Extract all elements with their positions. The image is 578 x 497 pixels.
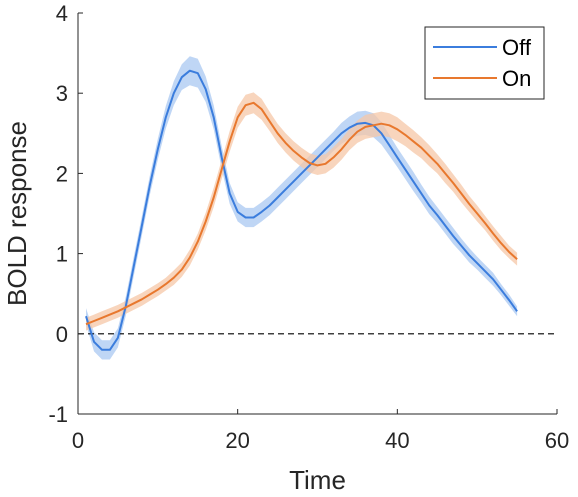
legend-label-on: On [502,66,531,91]
y-tick-label: 0 [56,322,68,347]
y-tick-label: -1 [48,402,68,427]
x-tick-label: 60 [545,428,569,453]
y-tick-label: 2 [56,161,68,186]
x-axis-label: Time [289,465,346,495]
series-lines [85,69,518,351]
x-tick-label: 40 [385,428,409,453]
y-tick-label: 1 [56,242,68,267]
axes [77,12,558,415]
series-line-off [85,69,518,351]
y-axis-label: BOLD response [2,121,32,306]
y-tick-label: 4 [56,1,68,26]
legend-box [424,26,545,100]
x-tick-label: 20 [225,428,249,453]
x-tick-label: 0 [72,428,84,453]
series-line-on [85,101,518,326]
legend: Off On [424,26,545,100]
y-tick-label: 3 [56,81,68,106]
legend-label-off: Off [502,35,532,60]
